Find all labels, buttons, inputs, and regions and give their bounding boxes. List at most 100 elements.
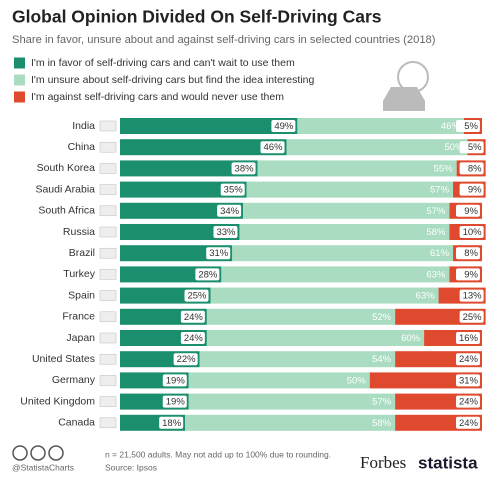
value-label: 25% <box>463 312 483 323</box>
value-label: 54% <box>372 354 392 365</box>
flag <box>99 417 117 429</box>
value-label-bg <box>459 183 484 196</box>
value-label: 35% <box>224 185 244 196</box>
plot: India 49% 46% 5%China 46% 50% 5%South Korea 38%… <box>20 118 486 431</box>
value-label: 57% <box>430 185 450 196</box>
value-label-bg <box>456 395 480 408</box>
category-label: Spain <box>68 289 95 301</box>
value-label-bg <box>456 120 480 132</box>
value-label-bg <box>220 183 245 196</box>
value-label: 13% <box>463 291 483 302</box>
value-label-bg <box>456 247 480 260</box>
bar-segment <box>210 287 439 304</box>
category-label: Germany <box>52 374 96 386</box>
category-label: Saudi Arabia <box>35 183 95 195</box>
value-label: 8% <box>464 248 478 259</box>
value-label: 10% <box>463 227 483 238</box>
value-label: 24% <box>459 418 479 429</box>
value-label: 63% <box>426 269 446 280</box>
value-label: 61% <box>430 248 450 259</box>
value-label-bg <box>195 268 220 281</box>
value-label: 16% <box>459 333 479 344</box>
value-label: 24% <box>459 397 479 408</box>
bar-segment <box>188 393 396 410</box>
icon-cc <box>12 445 28 461</box>
bar-segment <box>120 139 287 156</box>
flag <box>99 141 117 153</box>
value-label-bg <box>456 268 480 281</box>
value-label: 58% <box>426 227 446 238</box>
value-label-bg <box>456 353 480 366</box>
legend: I'm in favor of self-driving cars and ca… <box>14 57 314 103</box>
value-label-bg <box>159 416 184 429</box>
source: Source: Ipsos <box>105 462 157 472</box>
category-label: South Africa <box>38 205 95 217</box>
bar-segment <box>199 351 396 368</box>
footnote: n = 21,500 adults. May not add up to 100… <box>105 449 331 459</box>
bar-segment <box>221 266 450 283</box>
value-label: 24% <box>184 312 204 323</box>
bar-segment <box>120 160 258 177</box>
bar-segment <box>246 181 454 198</box>
flag <box>99 205 117 217</box>
logo-forbes: Forbes <box>360 453 406 472</box>
value-label: 24% <box>459 354 479 365</box>
value-label: 63% <box>416 291 436 302</box>
value-label: 49% <box>274 121 294 132</box>
legend-swatch <box>14 57 25 69</box>
value-label-bg <box>184 289 209 302</box>
value-label: 34% <box>220 206 240 217</box>
category-label: Russia <box>63 226 95 238</box>
value-label-bg <box>260 141 285 154</box>
flag <box>99 120 117 132</box>
value-label: 25% <box>187 291 207 302</box>
value-label-bg <box>180 310 205 323</box>
flag <box>99 396 117 407</box>
value-label: 50% <box>347 375 367 386</box>
value-label: 22% <box>177 354 197 365</box>
value-label: 9% <box>464 206 478 217</box>
bar-segment <box>120 181 247 198</box>
flag <box>99 311 117 323</box>
flag <box>99 247 117 259</box>
value-label: 57% <box>426 206 446 217</box>
value-label-bg <box>162 374 187 387</box>
icon-car <box>383 87 425 111</box>
bar-segment <box>206 330 425 346</box>
value-label-bg <box>456 332 480 344</box>
value-label: 24% <box>184 333 204 344</box>
bar-segment <box>120 224 240 240</box>
bar-segment <box>369 372 482 389</box>
legend-swatch <box>14 91 25 103</box>
category-label: United Kingdom <box>20 395 95 407</box>
flag <box>99 375 117 386</box>
value-label-bg <box>173 353 198 366</box>
value-label-bg <box>231 162 256 175</box>
value-label: 46% <box>264 142 284 153</box>
flag <box>99 332 117 344</box>
category-label: Turkey <box>63 268 95 280</box>
value-label-bg <box>217 204 242 217</box>
value-label-bg <box>459 226 484 238</box>
value-label: 60% <box>401 333 421 344</box>
value-label: 19% <box>166 397 186 408</box>
category-label: South Korea <box>37 162 96 174</box>
flag <box>99 269 117 280</box>
bar-segment <box>243 202 450 219</box>
value-label: 50% <box>445 142 465 153</box>
flag <box>99 184 117 195</box>
value-label-bg <box>456 374 480 387</box>
value-label: 33% <box>216 227 236 238</box>
bar-segment <box>286 139 468 156</box>
category-label: France <box>62 311 95 323</box>
value-label-bg <box>213 226 238 238</box>
bar-segment <box>120 202 244 219</box>
value-label: 5% <box>468 142 482 153</box>
value-label: 9% <box>468 185 482 196</box>
value-label: 28% <box>198 269 218 280</box>
value-label: 57% <box>372 397 392 408</box>
flag <box>99 163 117 174</box>
value-label: 55% <box>434 163 454 174</box>
bar-segment <box>120 118 298 134</box>
